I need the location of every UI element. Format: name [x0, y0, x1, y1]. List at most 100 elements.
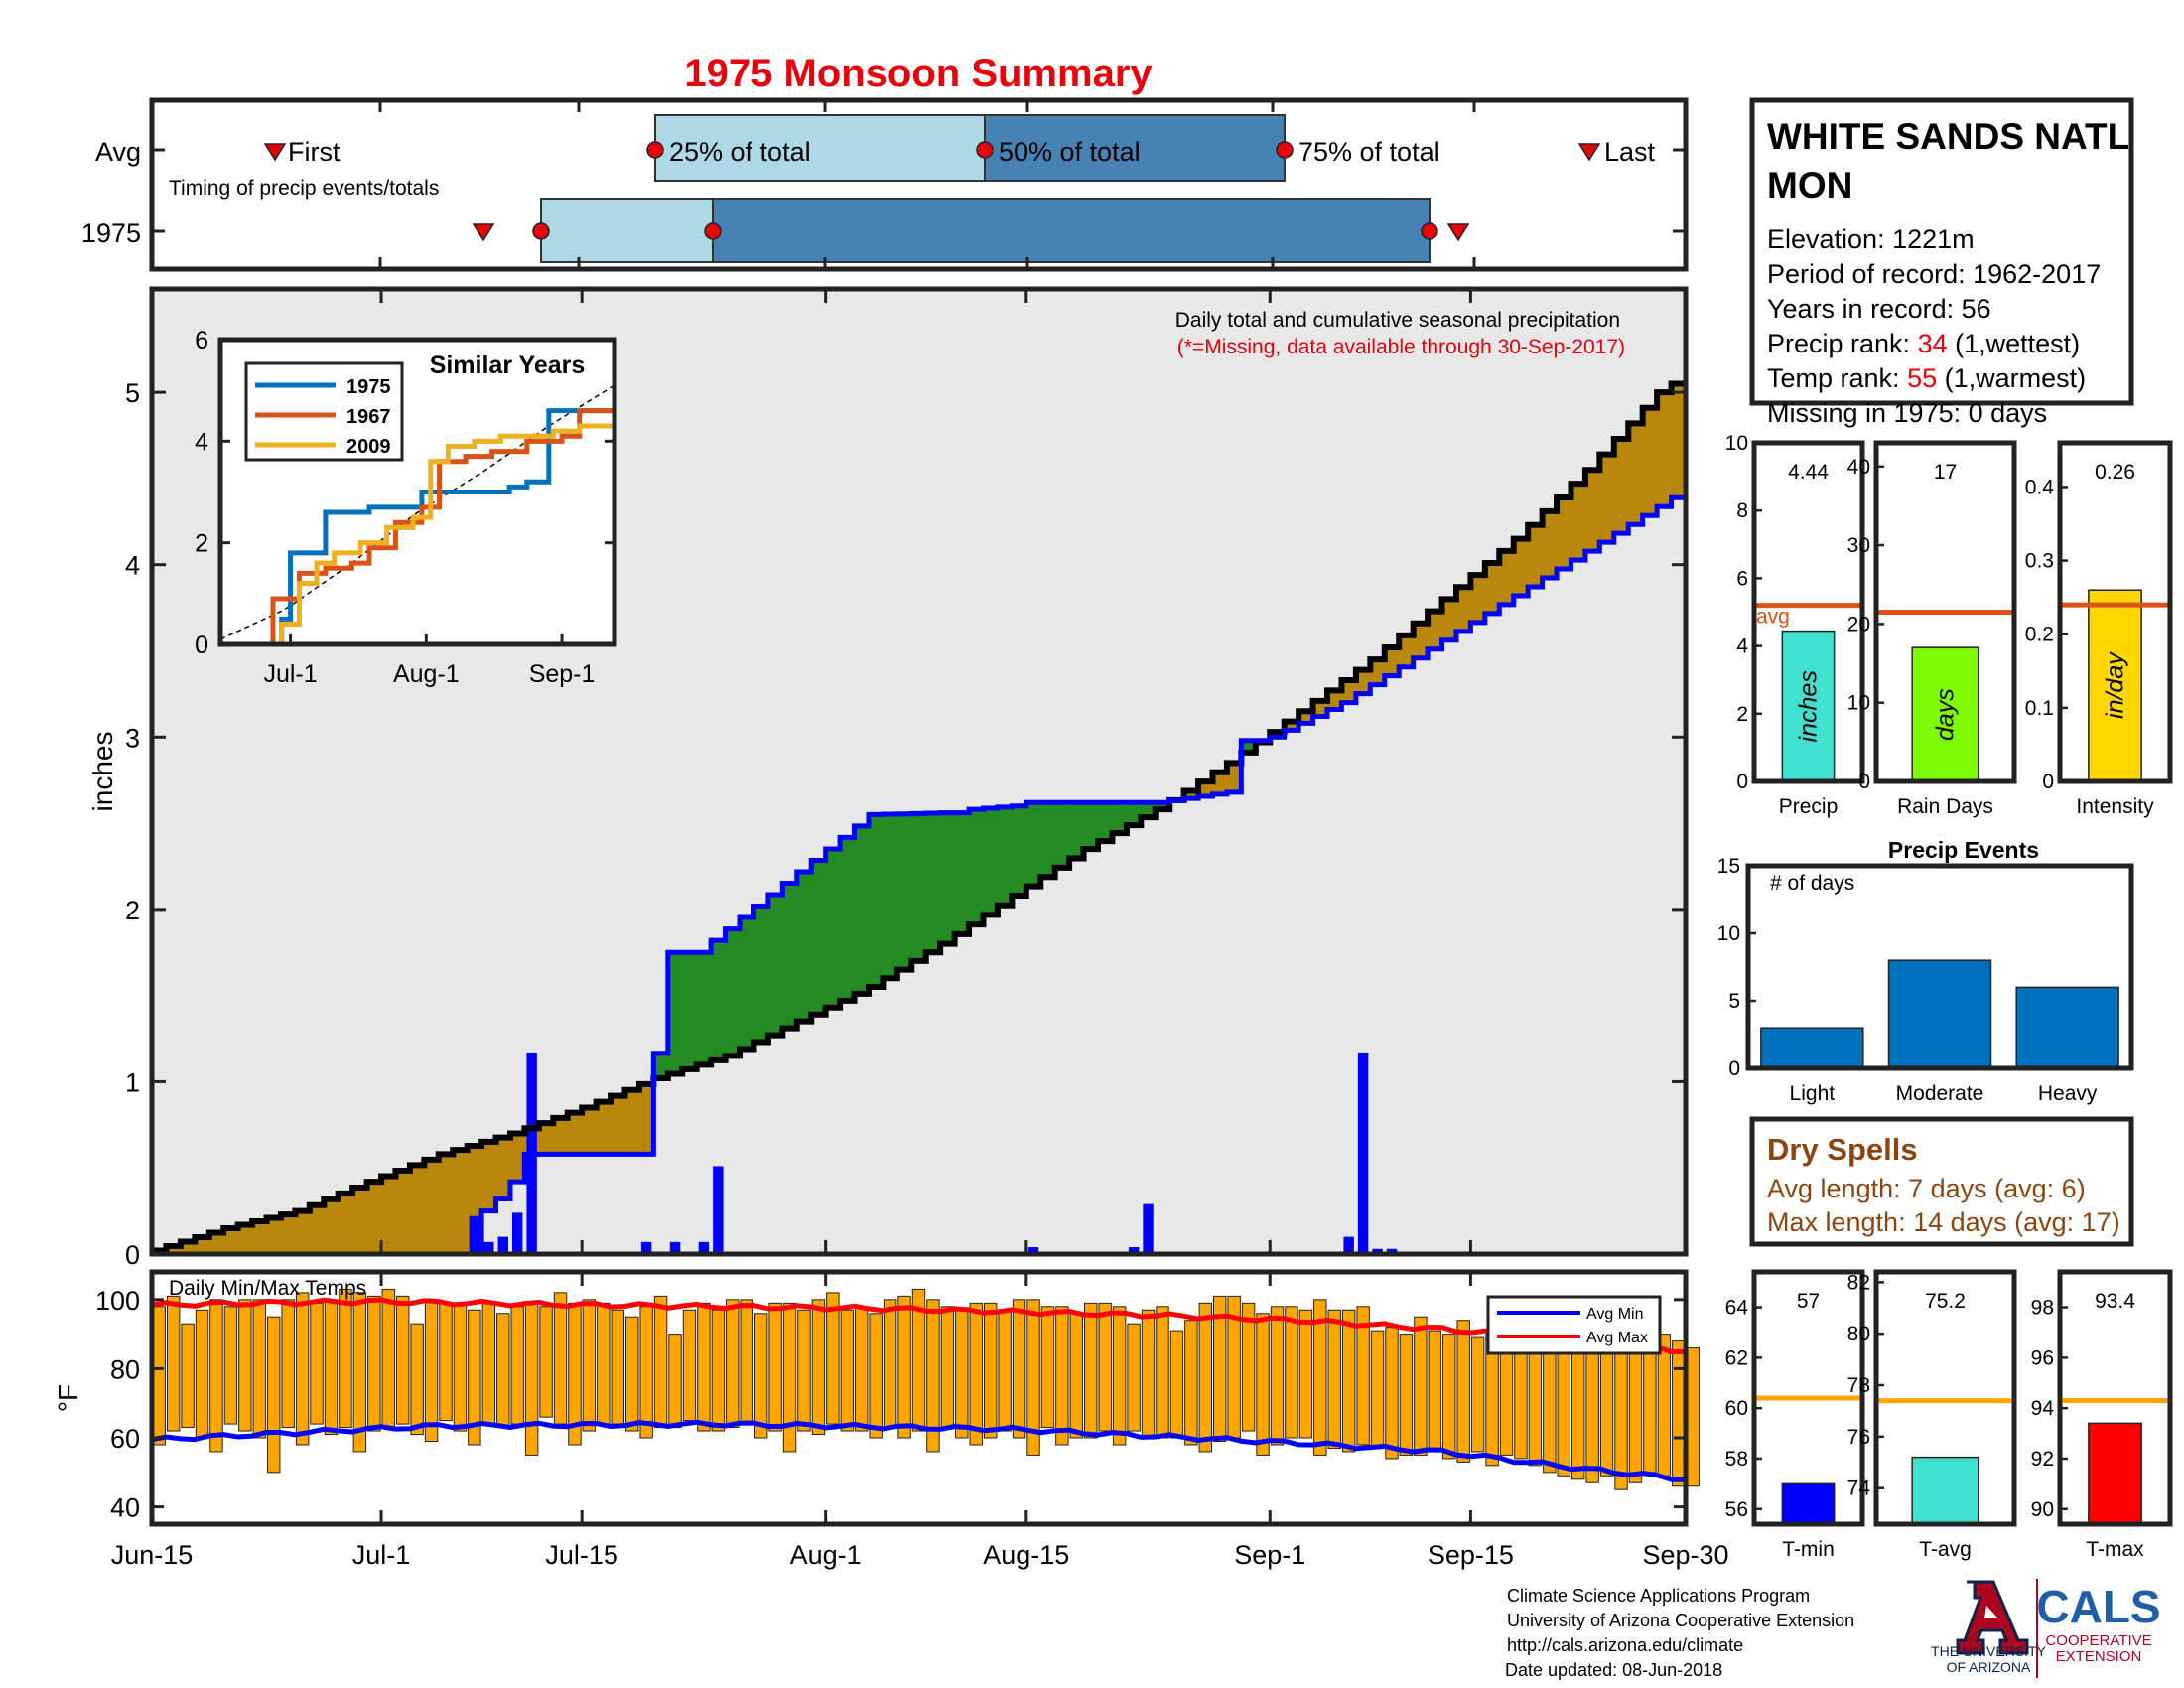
- temp-ylabel: °F: [53, 1384, 83, 1412]
- events-tick-label: 5: [1728, 990, 1740, 1013]
- daily-temp-bar: [855, 1306, 869, 1432]
- below-average-fill: [1284, 721, 1299, 731]
- y-tick-label: 3: [125, 723, 140, 753]
- below-average-fill: [1312, 700, 1328, 717]
- station-elevation: Elevation: 1221m: [1767, 224, 1975, 254]
- inset-series-2009: [220, 423, 614, 647]
- daily-temp-bar: [195, 1309, 209, 1439]
- events-bar-heavy: [2015, 986, 2119, 1069]
- summary-intensity-tick-label: 0.4: [2025, 476, 2055, 498]
- temp-legend: [1486, 1295, 1662, 1355]
- daily-temp-bar: [381, 1288, 395, 1429]
- above-average-fill: [1054, 802, 1070, 868]
- x-tick-label: Jun-15: [111, 1540, 194, 1570]
- temp-summary-t-avg-tick-label: 78: [1847, 1374, 1870, 1397]
- summary-rain-days-tick-label: 0: [1858, 771, 1870, 793]
- daily-temp-bar: [1184, 1320, 1198, 1446]
- temp-summary-bars: 56 58 60 62 64 57 T-min 74 76 78 80 82 75.2 T-avg 90 92…: [1725, 1269, 2173, 1561]
- footer-line-1: Climate Science Applications Program: [1507, 1586, 1810, 1606]
- avg-last-marker: [1577, 143, 1601, 162]
- daily-temp-bar: [1141, 1309, 1156, 1439]
- daily-precip-bar: [497, 1236, 508, 1254]
- temperature-panel: 40 60 80 100 Daily Min/Max Temps °F Avg Min…: [53, 1269, 1700, 1527]
- daily-temp-bar: [639, 1306, 653, 1439]
- above-average-fill: [1126, 802, 1142, 826]
- daily-temp-bar: [869, 1313, 883, 1439]
- daily-precip-bar: [511, 1212, 523, 1254]
- temp-summary-t-avg-value-label: 75.2: [1925, 1290, 1966, 1313]
- temp-summary-t-max-tick-label: 92: [2031, 1448, 2054, 1471]
- avg-25-50-box: [654, 114, 986, 182]
- x-tick-label: Jul-1: [352, 1540, 411, 1570]
- inset-average-curve: [219, 384, 615, 640]
- daily-temp-bar: [926, 1299, 940, 1453]
- daily-temp-bar: [424, 1299, 439, 1442]
- below-average-fill: [1613, 439, 1629, 534]
- below-average-fill: [1657, 392, 1673, 507]
- below-average-fill: [567, 1112, 583, 1155]
- above-average-fill: [1241, 740, 1257, 753]
- university-of-arizona-logo: THE UNIVERSITY OF ARIZONA: [1931, 1580, 2047, 1675]
- daily-precip-bar: [1128, 1247, 1140, 1254]
- daily-temp-bar: [324, 1299, 339, 1436]
- below-average-fill: [1355, 669, 1371, 694]
- below-average-fill: [352, 1188, 368, 1254]
- y-tick-label: 0: [125, 1240, 140, 1270]
- daily-temp-bar: [1169, 1330, 1184, 1439]
- below-average-fill: [166, 1246, 182, 1254]
- inset-y-tick-label: 6: [195, 327, 208, 354]
- daily-temp-bar: [1313, 1299, 1327, 1456]
- y-tick-label: 4: [125, 551, 140, 581]
- daily-temp-bar: [998, 1309, 1012, 1432]
- x-tick-label: Sep-1: [1234, 1540, 1305, 1570]
- daily-precip-bar: [1343, 1236, 1354, 1254]
- above-average-fill: [1112, 802, 1128, 834]
- below-average-fill: [1183, 790, 1199, 799]
- daily-temp-bar: [439, 1302, 453, 1422]
- daily-temp-bar: [782, 1302, 797, 1453]
- daily-temp-bar: [1672, 1340, 1686, 1487]
- avg-50-label: 50% of total: [999, 137, 1141, 167]
- below-average-fill: [624, 1089, 640, 1155]
- daily-temp-bar: [267, 1316, 281, 1474]
- below-average-fill: [424, 1159, 440, 1254]
- daily-temp-bar: [1213, 1295, 1227, 1442]
- daily-temp-bar: [1543, 1340, 1557, 1474]
- avg-last-label: Last: [1604, 137, 1656, 167]
- avg-25-marker: [646, 141, 664, 159]
- daily-temp-bar: [697, 1302, 711, 1432]
- summary-rain-days-bar: [1911, 646, 1979, 782]
- below-average-fill: [280, 1214, 296, 1254]
- events-category-label: Moderate: [1896, 1082, 1984, 1105]
- above-average-fill: [725, 928, 741, 1056]
- daily-temp-bar: [940, 1306, 955, 1429]
- summary-intensity-tick-label: 0.1: [2025, 697, 2054, 720]
- avg-first-marker: [263, 143, 287, 162]
- daily-temp-bar: [911, 1288, 926, 1432]
- footer: Climate Science Applications Program Uni…: [1505, 1579, 2161, 1680]
- dry-spells-max: Max length: 14 days (avg: 17): [1767, 1207, 2120, 1237]
- daily-temp-bar: [1570, 1350, 1585, 1480]
- summary-precip-tick-label: 0: [1736, 771, 1748, 793]
- below-average-fill: [582, 1107, 598, 1155]
- timing-row-label-1975: 1975: [81, 218, 141, 248]
- x-tick-label: Jul-15: [545, 1540, 618, 1570]
- below-average-fill: [1528, 524, 1544, 587]
- summary-precip-tick-label: 8: [1736, 499, 1748, 522]
- daily-temp-bar: [496, 1313, 510, 1429]
- cals-wordmark: CALS: [2036, 1581, 2160, 1632]
- below-average-fill: [538, 1123, 554, 1155]
- inset-y-tick-label: 4: [195, 428, 208, 456]
- daily-temp-bar: [453, 1302, 468, 1432]
- legend-label-avg-max: Avg Max: [1586, 1330, 1648, 1346]
- daily-temp-bar: [252, 1299, 267, 1439]
- daily-temp-bar: [1657, 1334, 1672, 1477]
- above-average-fill: [925, 813, 941, 953]
- above-average-fill: [1040, 802, 1056, 878]
- daily-precip-bar: [1386, 1248, 1398, 1254]
- above-average-fill: [1155, 802, 1170, 810]
- daily-temp-bar: [295, 1292, 310, 1446]
- below-average-fill: [1557, 497, 1572, 570]
- daily-temp-bar: [740, 1299, 753, 1425]
- temp-summary-t-max-value-label: 93.4: [2095, 1290, 2135, 1313]
